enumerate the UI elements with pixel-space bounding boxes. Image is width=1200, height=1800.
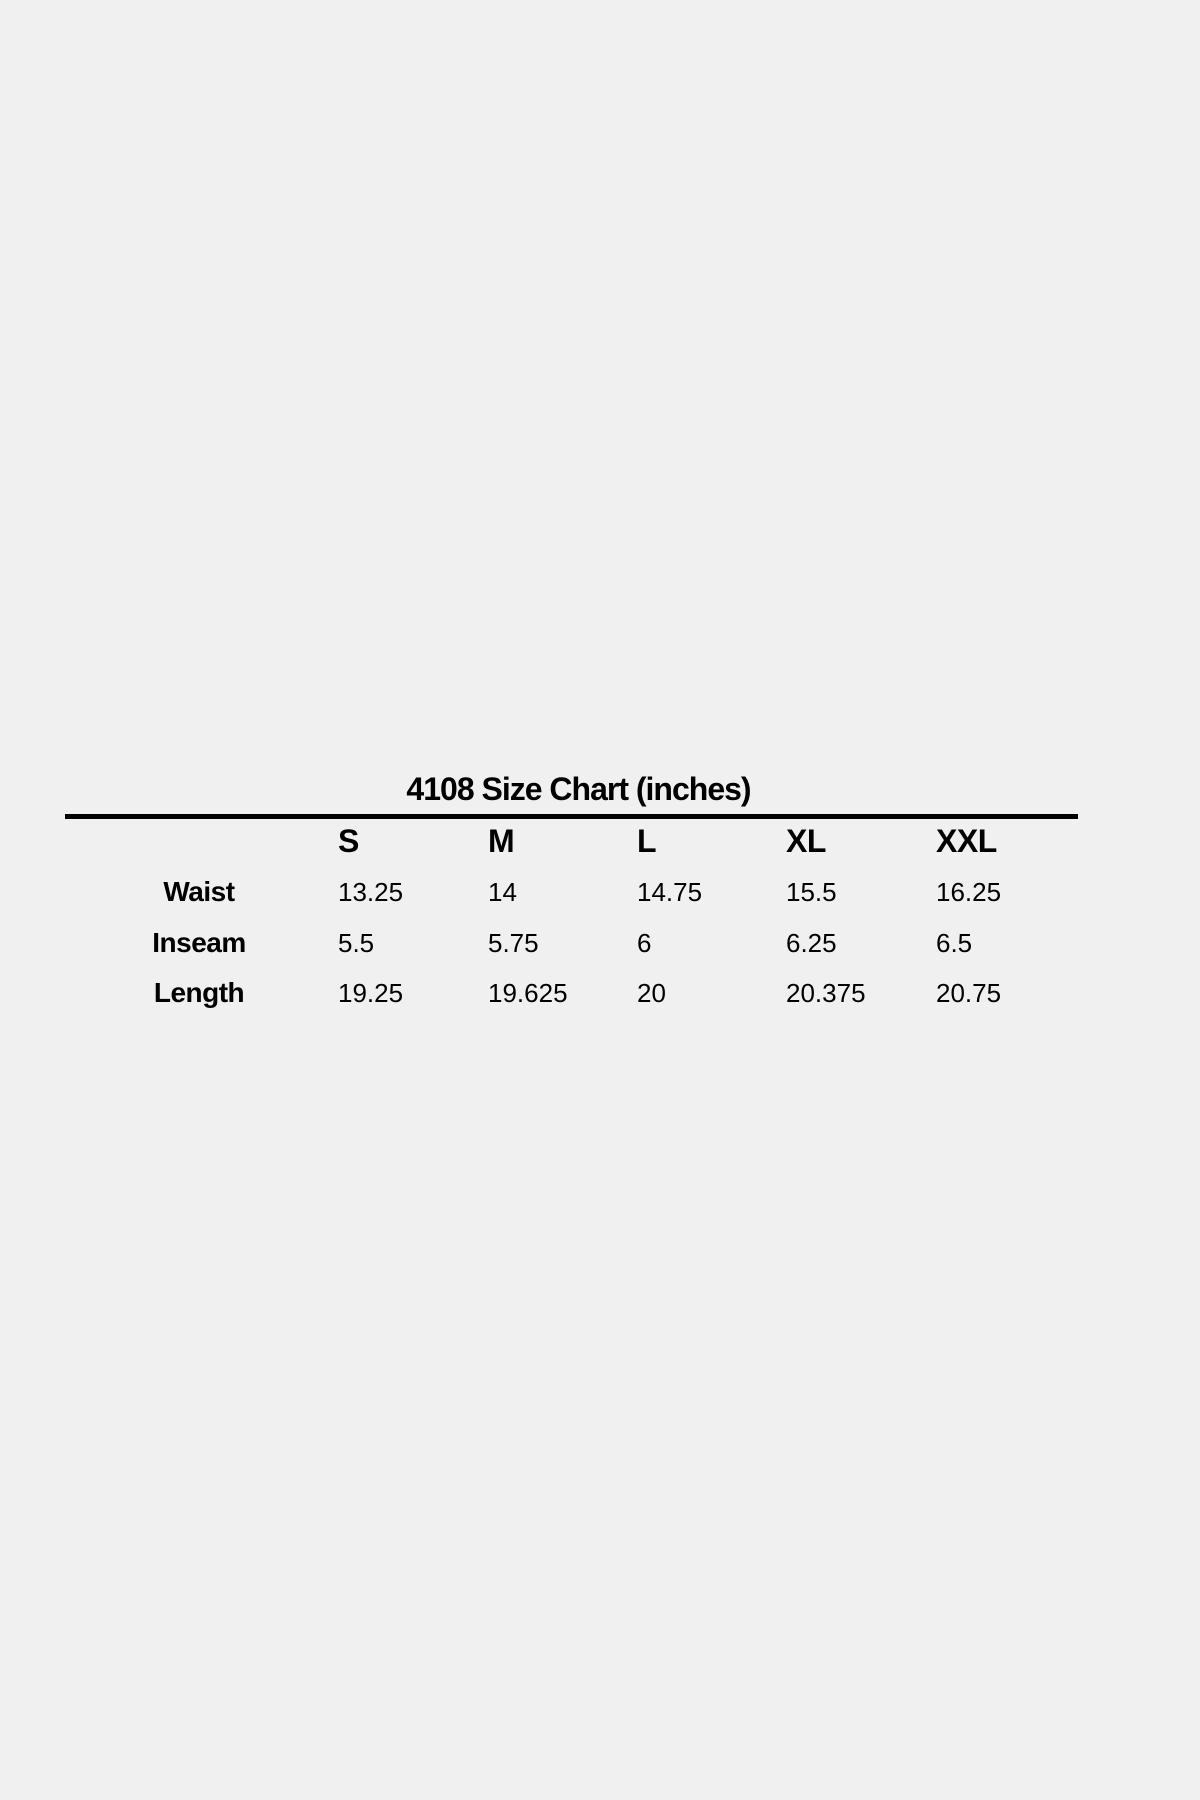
row-label: Length <box>153 977 245 1008</box>
row-label: Inseam <box>152 927 246 958</box>
table-cell: 20.75 <box>936 978 1002 1008</box>
table-cell: 13.25 <box>338 877 404 907</box>
column-header: XL <box>786 823 826 859</box>
column-header: L <box>637 823 657 859</box>
table-cell: 6.25 <box>786 928 837 958</box>
table-cell: 14.75 <box>637 877 703 907</box>
table-cell: 19.25 <box>338 978 404 1008</box>
table-cell: 6 <box>637 928 652 958</box>
column-header: M <box>488 823 515 859</box>
row-label: Waist <box>163 876 235 907</box>
size-chart-title: 4108 Size Chart (inches) <box>406 771 751 807</box>
table-cell: 5.75 <box>488 928 539 958</box>
table-cell: 6.5 <box>936 928 973 958</box>
title-divider <box>65 814 1078 819</box>
table-cell: 19.625 <box>488 978 568 1008</box>
table-cell: 5.5 <box>338 928 375 958</box>
table-cell: 20 <box>637 978 666 1008</box>
column-header: S <box>338 823 359 859</box>
table-cell: 20.375 <box>786 978 866 1008</box>
table-cell: 14 <box>488 877 517 907</box>
column-header: XXL <box>936 823 997 859</box>
table-cell: 15.5 <box>786 877 837 907</box>
table-cell: 16.25 <box>936 877 1002 907</box>
